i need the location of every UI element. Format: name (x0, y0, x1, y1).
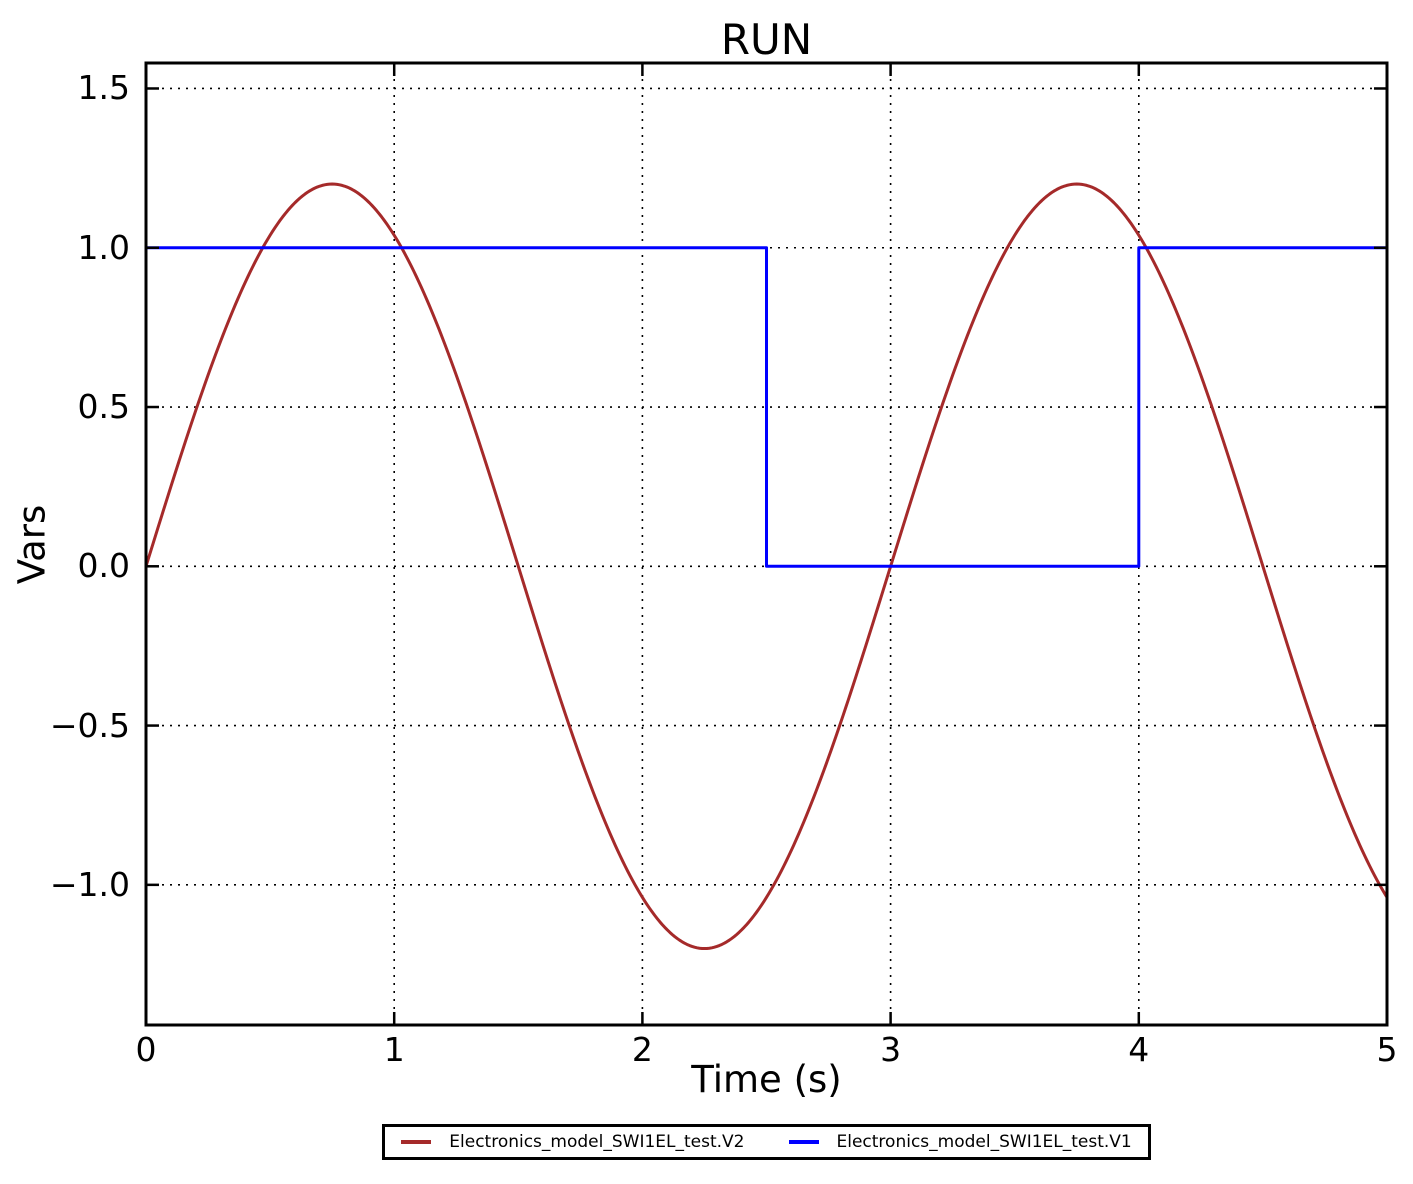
x-axis-label: Time (s) (691, 1058, 842, 1101)
legend-label-v1: Electronics_model_SWI1EL_test.V1 (836, 1132, 1132, 1152)
x-tick-label-1: 1 (383, 1030, 405, 1069)
plot-border (144, 61, 1389, 1027)
series-line-1 (144, 182, 1389, 951)
legend-line-v2-icon (401, 1140, 432, 1144)
y-tick-label-1.0: 1.0 (77, 227, 130, 267)
y-tick-label-−1.0: −1.0 (49, 864, 130, 904)
legend: Electronics_model_SWI1EL_test.V2 Electro… (382, 1124, 1151, 1160)
x-tick-label-0: 0 (135, 1030, 157, 1069)
y-tick-label-0.0: 0.0 (77, 546, 130, 586)
x-tick-label-2: 2 (631, 1030, 653, 1069)
y-tick-label-1.5: 1.5 (77, 68, 130, 108)
y-tick-label-−0.5: −0.5 (49, 705, 130, 745)
legend-item-v2: Electronics_model_SWI1EL_test.V2 (401, 1132, 745, 1152)
legend-row: Electronics_model_SWI1EL_test.V2 Electro… (146, 1124, 1387, 1160)
x-tick-label-5: 5 (1376, 1030, 1398, 1069)
legend-label-v2: Electronics_model_SWI1EL_test.V2 (449, 1132, 745, 1152)
x-tick-label-3: 3 (880, 1030, 902, 1069)
legend-line-v1-icon (788, 1140, 819, 1144)
series-line-2 (146, 246, 1387, 568)
chart-title: RUN (720, 15, 813, 64)
legend-item-v1: Electronics_model_SWI1EL_test.V1 (788, 1132, 1132, 1152)
y-tick-label-0.5: 0.5 (77, 387, 130, 427)
x-tick-label-4: 4 (1128, 1030, 1150, 1069)
